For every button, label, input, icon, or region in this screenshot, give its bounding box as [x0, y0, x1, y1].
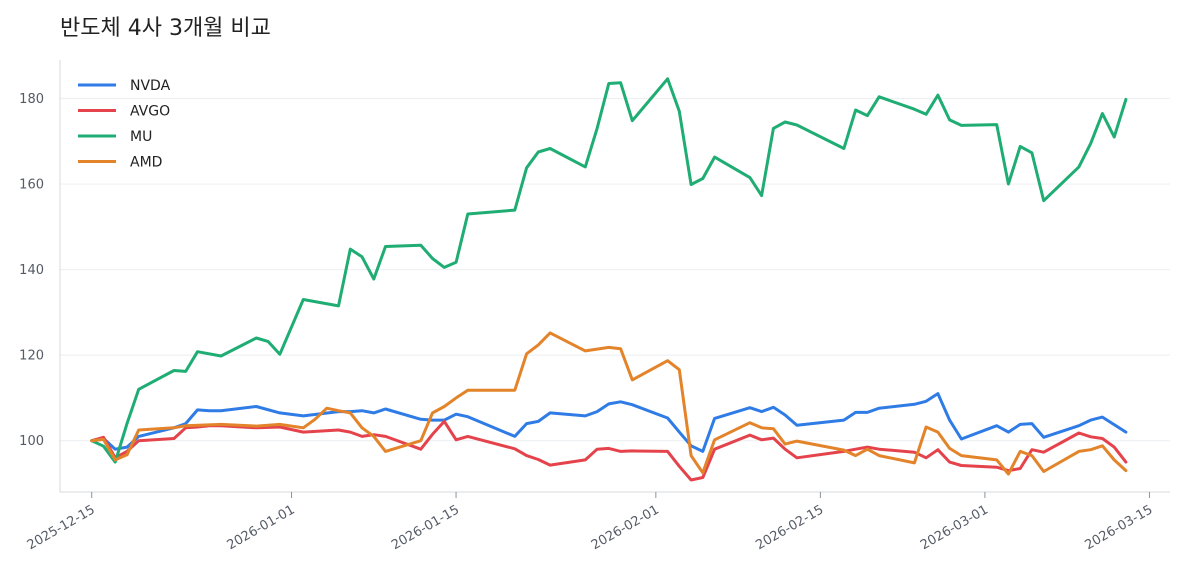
y-tick-label: 120 — [19, 349, 44, 364]
y-tick-label: 180 — [19, 92, 44, 107]
x-tick-label: 2025-12-15 — [25, 502, 98, 553]
legend-label-amd: AMD — [130, 155, 162, 171]
x-tick-label: 2026-02-01 — [589, 502, 662, 553]
y-tick-label: 140 — [19, 263, 44, 278]
series-line-nvda — [90, 392, 1128, 453]
chart-title: 반도체 4사 3개월 비교 — [60, 16, 271, 41]
legend-label-avgo: AVGO — [130, 104, 170, 120]
x-tick-label: 2026-01-01 — [225, 502, 298, 553]
series-line-amd — [90, 331, 1128, 476]
x-tick-label: 2026-03-15 — [1082, 502, 1155, 553]
legend: NVDA AVGO MU AMD — [78, 78, 171, 171]
x-tick-label: 2026-02-15 — [753, 502, 826, 553]
series-line-mu — [90, 77, 1128, 464]
series-line-avgo — [90, 419, 1128, 482]
legend-label-nvda: NVDA — [130, 78, 171, 94]
y-tick-label: 100 — [19, 434, 44, 449]
x-tick-labels: 2025-12-15 2026-01-01 2026-01-15 2026-02-01… — [25, 492, 1155, 553]
y-tick-labels: 100 120 140 160 180 — [19, 92, 44, 449]
legend-label-mu: MU — [130, 129, 152, 145]
grid-layer — [60, 97, 1170, 442]
x-tick-label: 2026-03-01 — [918, 502, 991, 553]
y-tick-label: 160 — [19, 178, 44, 193]
series-lines — [90, 77, 1128, 482]
x-tick-label: 2026-01-15 — [389, 502, 462, 553]
